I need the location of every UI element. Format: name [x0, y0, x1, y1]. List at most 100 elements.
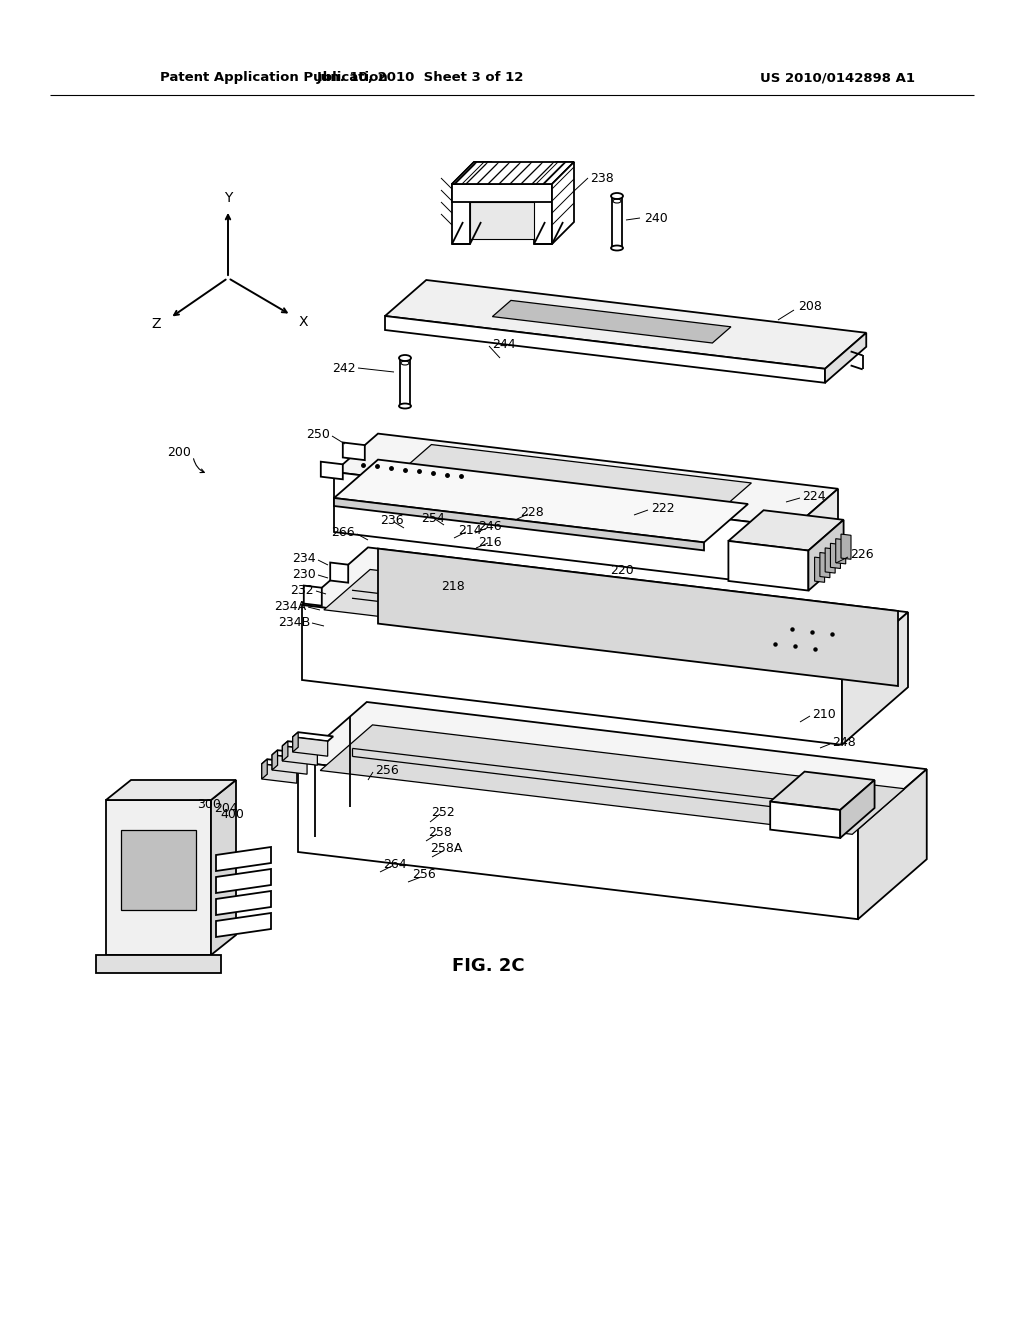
Text: 248: 248: [831, 735, 856, 748]
Text: 210: 210: [812, 708, 836, 721]
Polygon shape: [283, 746, 317, 766]
Polygon shape: [293, 737, 328, 756]
Text: 252: 252: [431, 805, 455, 818]
Polygon shape: [272, 755, 307, 775]
Polygon shape: [262, 759, 302, 768]
Ellipse shape: [573, 770, 595, 783]
Text: 234: 234: [293, 552, 316, 565]
Polygon shape: [216, 869, 271, 894]
Polygon shape: [321, 725, 904, 834]
Polygon shape: [840, 780, 874, 838]
Text: US 2010/0142898 A1: US 2010/0142898 A1: [760, 71, 915, 84]
Polygon shape: [334, 498, 705, 550]
Polygon shape: [211, 780, 236, 954]
Text: 300: 300: [197, 797, 221, 810]
Text: 256: 256: [375, 763, 398, 776]
Text: FIG. 2C: FIG. 2C: [452, 957, 524, 975]
Polygon shape: [283, 742, 323, 750]
Text: Patent Application Publication: Patent Application Publication: [160, 71, 388, 84]
Polygon shape: [728, 511, 844, 550]
Polygon shape: [302, 548, 908, 669]
Polygon shape: [385, 315, 825, 383]
Polygon shape: [262, 764, 297, 783]
Polygon shape: [612, 195, 622, 248]
Polygon shape: [324, 569, 886, 672]
Polygon shape: [808, 520, 844, 590]
Polygon shape: [825, 333, 866, 383]
Text: Jun. 10, 2010  Sheet 3 of 12: Jun. 10, 2010 Sheet 3 of 12: [316, 71, 523, 84]
Polygon shape: [121, 830, 196, 909]
Text: 218: 218: [441, 579, 465, 593]
Text: 222: 222: [651, 502, 675, 515]
Polygon shape: [728, 541, 808, 590]
Polygon shape: [302, 605, 842, 744]
Polygon shape: [820, 553, 829, 578]
Polygon shape: [216, 913, 271, 937]
Polygon shape: [330, 562, 348, 582]
Ellipse shape: [666, 609, 684, 620]
Polygon shape: [452, 162, 492, 183]
Ellipse shape: [125, 935, 147, 946]
Text: 236: 236: [380, 513, 403, 527]
Text: 204: 204: [214, 801, 238, 814]
Polygon shape: [534, 162, 574, 183]
Text: 244: 244: [492, 338, 516, 351]
Text: 232: 232: [291, 583, 314, 597]
Polygon shape: [298, 702, 927, 829]
Polygon shape: [216, 847, 271, 871]
Ellipse shape: [399, 355, 411, 360]
Polygon shape: [828, 619, 861, 677]
Text: 220: 220: [610, 564, 634, 577]
Text: 228: 228: [520, 506, 544, 519]
Text: 246: 246: [478, 520, 502, 533]
Ellipse shape: [130, 936, 142, 944]
Polygon shape: [293, 733, 333, 742]
Polygon shape: [452, 183, 470, 244]
Polygon shape: [298, 762, 858, 919]
Polygon shape: [470, 202, 534, 239]
Polygon shape: [321, 462, 343, 479]
Polygon shape: [334, 459, 748, 543]
Polygon shape: [272, 750, 312, 759]
Polygon shape: [304, 586, 322, 606]
Text: 400: 400: [220, 808, 244, 821]
Text: 234B: 234B: [278, 615, 310, 628]
Text: 256: 256: [412, 869, 436, 882]
Polygon shape: [96, 954, 221, 973]
Text: 240: 240: [644, 211, 668, 224]
Text: 254: 254: [421, 511, 444, 524]
Ellipse shape: [130, 814, 142, 821]
Text: 214: 214: [458, 524, 482, 536]
Polygon shape: [293, 733, 298, 752]
Text: 226: 226: [850, 549, 873, 561]
Polygon shape: [534, 183, 552, 244]
Text: X: X: [298, 315, 308, 329]
Polygon shape: [836, 539, 846, 564]
Polygon shape: [830, 544, 841, 569]
Polygon shape: [493, 301, 731, 343]
Polygon shape: [378, 549, 898, 686]
Polygon shape: [452, 183, 552, 202]
Text: 208: 208: [798, 301, 822, 314]
Text: 200: 200: [167, 446, 190, 458]
Text: 234A: 234A: [273, 599, 306, 612]
Text: 242: 242: [333, 362, 356, 375]
Polygon shape: [841, 535, 851, 560]
Polygon shape: [283, 742, 288, 762]
Polygon shape: [794, 488, 838, 587]
Polygon shape: [770, 772, 874, 810]
Ellipse shape: [125, 812, 147, 824]
Text: 258: 258: [428, 825, 452, 838]
Polygon shape: [825, 548, 836, 573]
Text: 250: 250: [306, 428, 330, 441]
Polygon shape: [334, 433, 838, 527]
Polygon shape: [400, 445, 752, 510]
Polygon shape: [770, 801, 840, 838]
Polygon shape: [272, 750, 278, 770]
Text: Y: Y: [224, 191, 232, 205]
Polygon shape: [106, 780, 236, 800]
Polygon shape: [334, 473, 794, 587]
Ellipse shape: [611, 193, 623, 199]
Text: 264: 264: [383, 858, 407, 870]
Polygon shape: [815, 557, 824, 582]
